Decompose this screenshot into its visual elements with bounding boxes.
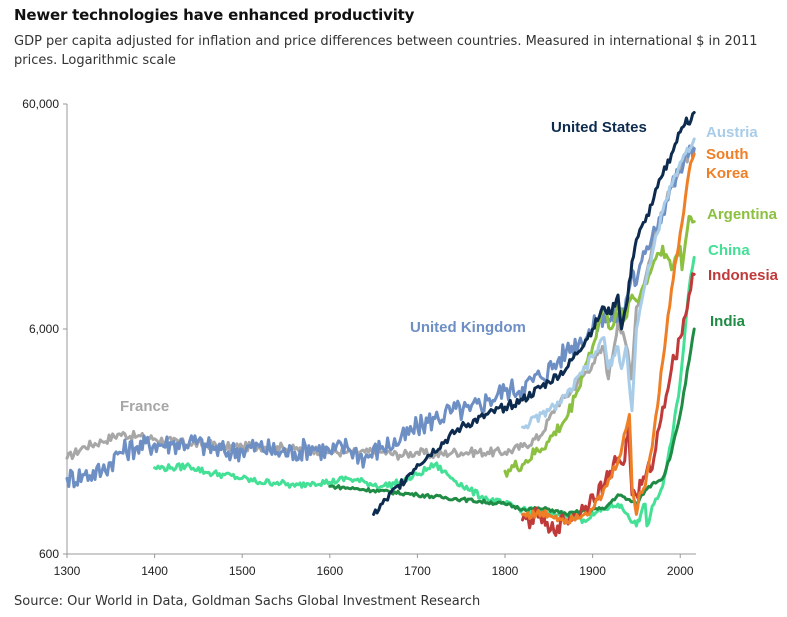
x-tick-label: 2000 [667, 564, 694, 578]
series-line-austria [521, 137, 696, 430]
series-label-indonesia: Indonesia [708, 267, 779, 284]
x-tick-label: 1900 [579, 564, 606, 578]
series-label-line: France [120, 398, 169, 415]
x-tick-label: 1400 [141, 564, 168, 578]
x-tick-label: 1300 [54, 564, 81, 578]
series-label-line: Argentina [707, 206, 778, 223]
series-labels: United States United Kingdom France Austria… [120, 119, 779, 415]
x-tick-label: 1700 [404, 564, 431, 578]
y-tick-label: 600 [39, 547, 59, 561]
chart-source: Source: Our World in Data, Goldman Sachs… [14, 594, 481, 609]
series-label-line: Korea [706, 165, 749, 182]
series-label-china: China [708, 242, 750, 259]
series-lines [65, 111, 696, 537]
series-line-indonesia [521, 272, 696, 537]
series-label-line: India [710, 313, 746, 330]
chart-title: Newer technologies have enhanced product… [14, 6, 415, 24]
series-label-line: China [708, 242, 750, 259]
series-label-line: United Kingdom [410, 319, 526, 336]
y-tick-label: 60,000 [22, 97, 59, 111]
series-label-line: Indonesia [708, 267, 779, 284]
y-tick-label: 6,000 [29, 322, 59, 336]
x-tick-label: 1500 [229, 564, 256, 578]
x-tick-label: 1600 [316, 564, 343, 578]
series-label-india: India [710, 313, 746, 330]
series-label-line: United States [551, 119, 647, 136]
series-label-austria: Austria [706, 124, 758, 141]
series-line-united-states [372, 111, 696, 516]
series-label-line: Austria [706, 124, 758, 141]
series-label-argentina: Argentina [707, 206, 778, 223]
series-label-united-kingdom: United Kingdom [410, 319, 526, 336]
series-label-france: France [120, 398, 169, 415]
chart-subtitle: GDP per capita adjusted for inflation an… [14, 34, 758, 68]
series-label-south-korea: South Korea [706, 146, 749, 182]
series-line-china [153, 255, 696, 528]
series-line-south-korea [521, 152, 696, 525]
series-line-france [65, 145, 696, 461]
series-label-united-states: United States [551, 119, 647, 136]
axes: 1300 1400 1500 1600 1700 1800 1900 2000 600 6,000… [22, 97, 696, 578]
series-label-line: South [706, 146, 749, 163]
x-tick-label: 1800 [492, 564, 519, 578]
